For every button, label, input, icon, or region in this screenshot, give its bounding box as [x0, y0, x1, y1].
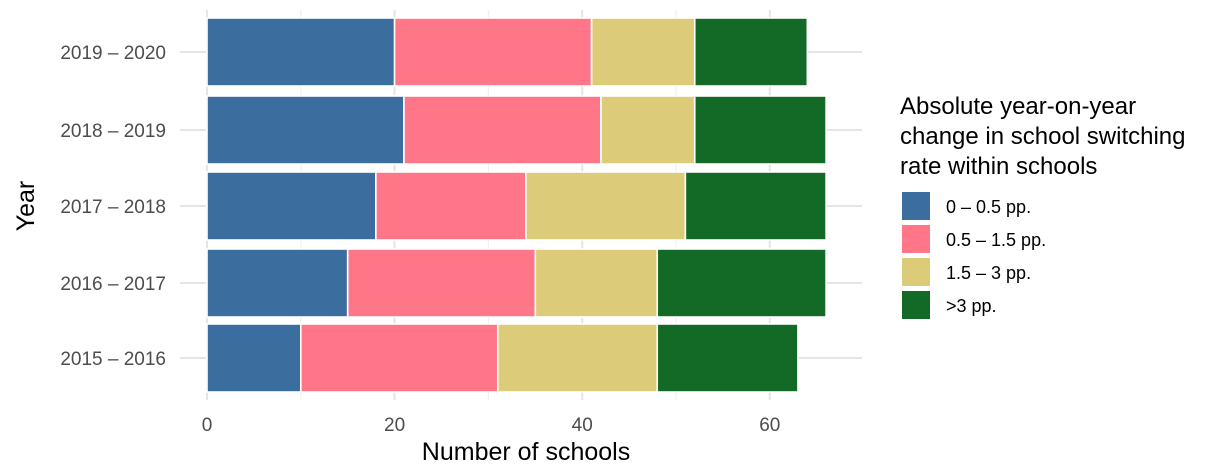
legend-label: >3 pp. [946, 296, 997, 316]
y-tick-labels: 2019 – 2020 2018 – 2019 2017 – 2018 2016 – … [60, 43, 166, 370]
y-tick-label: 2017 – 2018 [60, 197, 166, 218]
legend: Absolute year-on-year change in school sw… [900, 93, 1186, 319]
x-tick-label: 60 [759, 415, 780, 436]
y-tick-label: 2015 – 2016 [60, 349, 166, 370]
bar-segment [206, 95, 405, 165]
bar-segment [693, 17, 809, 87]
bar-segment [403, 95, 602, 165]
x-axis-title: Number of schools [422, 438, 630, 466]
legend-label: 0.5 – 1.5 pp. [946, 230, 1046, 250]
legend-swatch [902, 225, 930, 253]
bar-segment [656, 323, 799, 393]
bar-segment [600, 95, 696, 165]
bar-segment [375, 171, 527, 241]
legend-swatch [902, 258, 930, 286]
bar-segment [206, 323, 302, 393]
bar-segment [496, 323, 659, 393]
bar-segment [206, 17, 396, 87]
y-tick-label: 2018 – 2019 [60, 121, 166, 142]
bar-segment [534, 248, 659, 318]
bar-segment [590, 17, 696, 87]
bar-segment [525, 171, 687, 241]
y-tick-label: 2016 – 2017 [60, 274, 166, 295]
x-tick-labels: 0 20 40 60 [202, 415, 781, 436]
bar-segment [684, 171, 827, 241]
bar-segment [206, 248, 349, 318]
legend-swatch [902, 291, 930, 319]
x-tick-label: 0 [202, 415, 213, 436]
legend-title: Absolute year-on-year change in school sw… [900, 93, 1186, 180]
bar-segment [206, 171, 377, 241]
bar-segment [299, 323, 499, 393]
y-tick-label: 2019 – 2020 [60, 43, 166, 64]
bar-segment [393, 17, 593, 87]
legend-swatch [902, 192, 930, 220]
y-axis-title: Year [12, 181, 40, 232]
x-tick-label: 20 [384, 415, 405, 436]
legend-label: 1.5 – 3 pp. [946, 263, 1031, 283]
legend-label: 0 – 0.5 pp. [946, 197, 1031, 217]
bar-segments [206, 17, 827, 393]
bar-segment [656, 248, 827, 318]
bar-segment [693, 95, 827, 165]
bar-segment [346, 248, 537, 318]
x-tick-label: 40 [572, 415, 593, 436]
legend-items: 0 – 0.5 pp. 0.5 – 1.5 pp. 1.5 – 3 pp. >3 pp… [902, 192, 1046, 319]
